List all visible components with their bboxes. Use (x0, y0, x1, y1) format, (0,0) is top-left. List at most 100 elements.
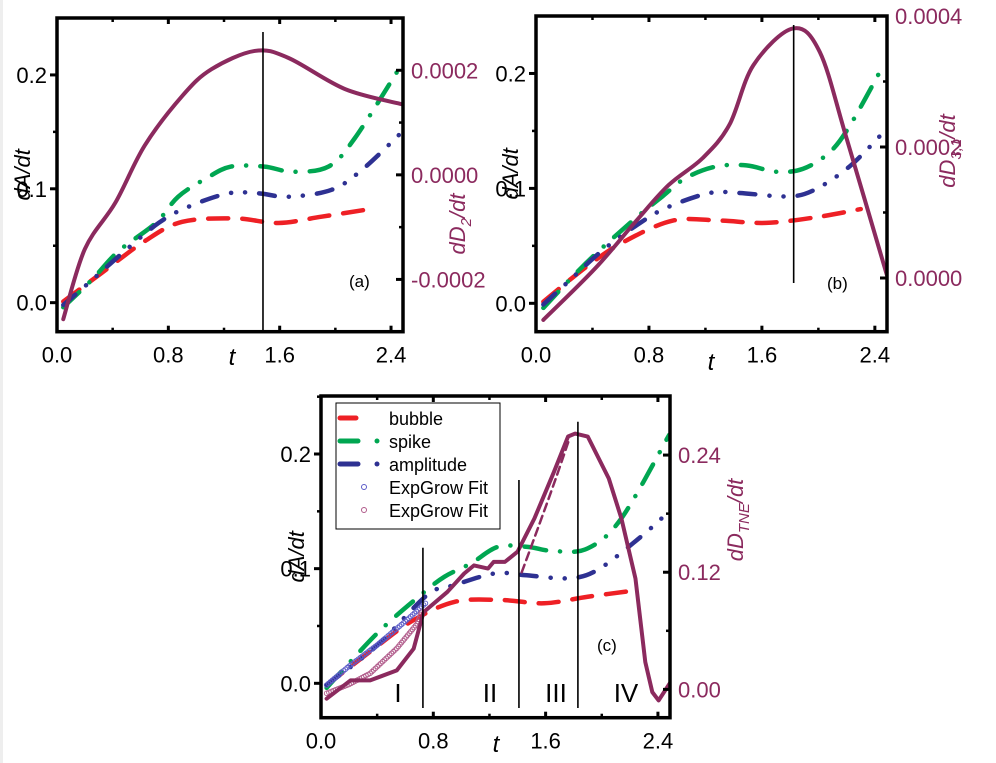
series-line-spike (324, 432, 670, 691)
fit-marker (367, 670, 373, 677)
y2-label-main: dD (445, 226, 470, 254)
x-tick-label: 1.6 (264, 343, 295, 368)
y-tick-label: 0.0 (495, 291, 526, 316)
legend-swatch-dot (374, 461, 380, 467)
fit-marker (378, 660, 384, 667)
y-tick-label: 0.0 (16, 291, 47, 316)
x-tick-label: 0.8 (418, 729, 449, 754)
region-label: IV (614, 678, 639, 708)
x-tick-label: 0.0 (42, 343, 73, 368)
plot-frame (534, 14, 889, 334)
series-line-bubble (541, 206, 863, 304)
legend-label: ExpGrow Fit (389, 501, 488, 521)
y-tick-label: 0.2 (16, 63, 47, 88)
legend-swatch-circle (361, 484, 367, 490)
region-label: II (483, 678, 497, 708)
panel-a: 0.0 0.8 1.6 2.4 0.0 0.1 0.2 -0.0002 0.0000 0.0002… (10, 16, 486, 371)
legend-label: ExpGrow Fit (389, 478, 488, 498)
fit-marker (390, 648, 397, 655)
panel-label: (c) (597, 636, 617, 655)
fit-marker (370, 667, 377, 673)
series-line-amplitude (324, 509, 670, 688)
series-line-dd3-1-dt (541, 26, 887, 322)
fit-marker (374, 663, 380, 670)
fit-marker (376, 662, 382, 668)
fit-marker (392, 647, 398, 653)
y-tick-label: 0.0 (280, 671, 311, 696)
y2-label-tail: /dt (445, 193, 470, 220)
y-tick-label: 0.2 (495, 61, 526, 86)
y-tick-label: 0.1 (495, 176, 526, 201)
panel-b: 0.0 0.8 1.6 2.4 0.0 0.1 0.2 0.0000 0.0002 0.0004 t… (495, 4, 965, 376)
fit-marker (379, 658, 386, 665)
series-line-bubble (324, 587, 641, 688)
fit-marker (386, 652, 393, 658)
y2-axis-label: dD3,1/dt (935, 113, 965, 187)
y-axis-label: dA/dt (284, 530, 309, 582)
y-tick-label: 0.1 (280, 557, 311, 582)
legend-swatch-dot (374, 438, 380, 444)
y2-tick-label: 0.0000 (895, 266, 962, 291)
series-line-bubble (61, 205, 378, 304)
y2-label-subscript: TNE (736, 502, 753, 533)
x-tick-label: 2.4 (643, 729, 674, 754)
fit-marker (372, 665, 379, 672)
y2-tick-label: 0.12 (678, 560, 721, 585)
x-tick-label: 1.6 (530, 729, 561, 754)
x-axis-label: t (229, 344, 237, 371)
y2-label-tail: /dt (723, 478, 748, 505)
x-axis-label: t (708, 349, 716, 376)
fit-marker (383, 655, 389, 662)
y-tick-label: 0.1 (16, 177, 47, 202)
fit-marker (381, 657, 388, 663)
series-group (323, 431, 670, 703)
series-line-spike (61, 68, 401, 310)
legend-entry-amplitude: amplitude (337, 455, 467, 475)
y2-tick-label: -0.0002 (411, 267, 486, 292)
series-group (541, 26, 887, 322)
x-tick-label: 0.8 (153, 343, 184, 368)
y2-tick-label: 0.0002 (411, 58, 478, 83)
legend-label: spike (389, 432, 431, 452)
y2-axis-label: dD2/dt (445, 193, 475, 255)
legend-entry-bubble: bubble (337, 409, 443, 429)
y2-tick-label: 0.00 (678, 677, 721, 702)
y-axis-label: dA/dt (498, 147, 523, 199)
series-line-dd2-dt (61, 48, 403, 322)
y2-axis-label: dDTNE/dt (723, 478, 753, 561)
y-tick-label: 0.2 (280, 442, 311, 467)
y2-label-subscript: 3,1 (948, 139, 965, 160)
panel-label: (a) (349, 272, 370, 291)
legend-entry-fit_pink: ExpGrow Fit (361, 501, 488, 521)
y-axis-label: dA/dt (10, 148, 35, 200)
x-tick-label: 2.4 (376, 343, 407, 368)
x-tick-label: 0.8 (634, 343, 665, 368)
legend-label: amplitude (389, 455, 467, 475)
y2-label-subscript: 2 (458, 217, 475, 227)
y2-label-main: dD (723, 533, 748, 561)
series-line-amplitude (541, 126, 887, 307)
plot-frame (319, 394, 672, 720)
series-line-ddtne-dt (324, 431, 670, 703)
fit-marker (388, 650, 395, 657)
y2-label-main: dD (935, 159, 960, 187)
left-edge-strip (0, 0, 3, 763)
panel-c: 0.0 0.8 1.6 2.4 0.0 0.1 0.2 0.00 0.12 0.24 t dA/dt d… (280, 394, 753, 758)
fit-marker (369, 668, 375, 675)
y2-tick-label: 0.24 (678, 443, 721, 468)
y2-tick-label: 0.0000 (411, 163, 478, 188)
y2-tick-label: 0.0002 (895, 135, 962, 160)
panel-label: (b) (827, 274, 848, 293)
legend-entry-spike: spike (337, 432, 431, 452)
series-line-ddtne-dt-fit (520, 437, 571, 574)
series-line-amplitude (61, 129, 403, 308)
x-axis-label: t (493, 731, 501, 758)
series-group (61, 48, 403, 322)
x-tick-label: 0.0 (521, 343, 552, 368)
legend: bubble spike amplitude ExpGrow Fit ExpGrow F… (335, 402, 501, 530)
x-tick-label: 1.6 (747, 343, 778, 368)
fit-marker (385, 653, 391, 660)
x-tick-label: 0.0 (306, 729, 337, 754)
legend-entry-fit_blue: ExpGrow Fit (361, 478, 488, 498)
